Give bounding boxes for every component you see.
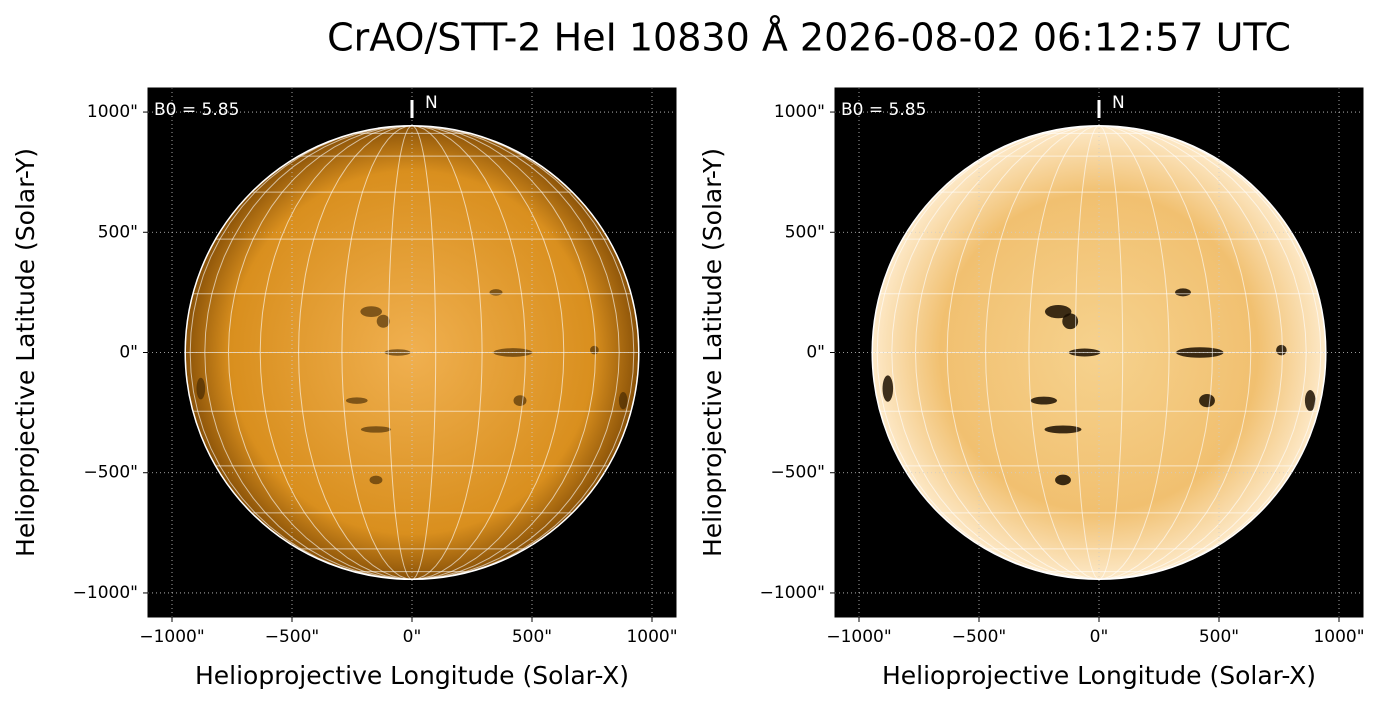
longitude-line	[189, 125, 413, 580]
longitude-line	[1098, 125, 1170, 580]
annotation: B0 = 5.85	[154, 100, 239, 120]
y-axis-label: Helioprojective Latitude (Solar-Y)	[698, 148, 727, 557]
dark-feature	[360, 426, 392, 433]
longitude-line	[1098, 125, 1307, 580]
dark-feature	[1304, 390, 1316, 412]
x-axis-label: Helioprojective Longitude (Solar-X)	[195, 661, 629, 690]
dark-feature	[590, 345, 599, 355]
longitude-line	[341, 125, 413, 580]
y-axis-label: Helioprojective Latitude (Solar-Y)	[11, 148, 40, 557]
annotation: B0 = 5.85	[841, 100, 926, 120]
longitude-line	[1098, 125, 1252, 580]
longitude-line	[411, 125, 620, 580]
longitude-line	[1098, 125, 1124, 580]
x-axis-label: Helioprojective Longitude (Solar-X)	[882, 661, 1316, 690]
north-label: N	[1112, 93, 1125, 113]
disk-features	[185, 125, 639, 580]
longitude-line	[1028, 125, 1100, 580]
y-tick-label: 0"	[119, 343, 138, 363]
y-tick-label: −1000"	[73, 583, 138, 603]
longitude-line	[411, 125, 597, 580]
longitude-line	[411, 125, 565, 580]
dark-feature	[1175, 288, 1191, 297]
dark-feature	[1276, 344, 1287, 356]
dark-feature	[346, 397, 368, 404]
dark-feature	[1044, 425, 1082, 434]
dark-feature	[1062, 313, 1079, 330]
dark-feature	[360, 306, 383, 318]
x-tick-label: −500"	[265, 627, 320, 647]
dark-feature	[882, 375, 894, 402]
dark-feature	[196, 377, 206, 400]
dark-feature	[1055, 474, 1071, 486]
longitude-line	[411, 125, 437, 580]
longitude-line	[411, 125, 526, 580]
dark-feature	[1045, 305, 1072, 319]
y-tick-label: −500"	[770, 463, 825, 483]
y-tick-label: 500"	[98, 222, 138, 242]
axes-frame	[147, 87, 677, 618]
longitude-line	[298, 125, 413, 580]
panel: −1000" −500" 0" 500" 1000" −1000" −500" 0" 500" 1…	[11, 87, 678, 690]
x-tick-label: 1000"	[1313, 627, 1364, 647]
dark-feature	[369, 475, 383, 485]
dark-feature	[1199, 393, 1215, 408]
y-tick-label: 1000"	[87, 102, 138, 122]
limb	[184, 124, 640, 581]
dark-feature	[618, 391, 628, 410]
x-tick-label: −1000"	[826, 627, 891, 647]
longitude-line	[985, 125, 1100, 580]
dark-feature	[376, 314, 390, 328]
longitude-line	[1098, 125, 1284, 580]
x-tick-label: −500"	[952, 627, 1007, 647]
panel: −1000" −500" 0" 500" 1000" −1000" −500" 0" 500" 1…	[698, 87, 1365, 690]
longitude-line	[1098, 125, 1213, 580]
longitude-line	[411, 125, 635, 580]
dark-feature	[489, 289, 503, 296]
axes-frame	[834, 87, 1364, 618]
longitude-line	[1098, 125, 1322, 580]
x-tick-label: 500"	[1199, 627, 1239, 647]
dark-feature	[513, 395, 527, 406]
y-tick-label: 500"	[785, 222, 825, 242]
limb	[871, 124, 1327, 581]
dark-feature	[1030, 396, 1058, 405]
y-tick-label: −500"	[83, 463, 138, 483]
y-tick-label: −1000"	[760, 583, 825, 603]
y-tick-label: 0"	[806, 343, 825, 363]
longitude-line	[411, 125, 483, 580]
x-tick-label: 0"	[1090, 627, 1109, 647]
x-tick-label: −1000"	[139, 627, 204, 647]
y-tick-label: 1000"	[774, 102, 825, 122]
x-tick-label: 1000"	[626, 627, 677, 647]
x-tick-label: 500"	[512, 627, 552, 647]
longitude-line	[876, 125, 1100, 580]
figure-title: CrAO/STT-2 HeI 10830 Å 2026-08-02 06:12:…	[327, 16, 1291, 60]
north-label: N	[425, 93, 438, 113]
x-tick-label: 0"	[403, 627, 422, 647]
